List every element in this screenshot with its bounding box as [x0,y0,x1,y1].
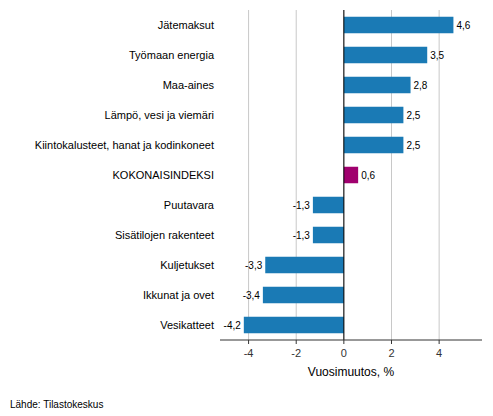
data-label: 0,6 [361,170,375,181]
category-label: Jätemaksut [158,19,214,31]
category-label: Työmaan energia [129,49,215,61]
category-label: Kuljetukset [160,259,214,271]
data-label: -3,3 [245,260,263,271]
data-labels: -4,2 -3,4 -3,3 -1,3 -1,3 0,6 2,5 2,5 2,8 3,5 4,6 [224,20,471,331]
x-tick-label: 4 [436,347,442,359]
x-tick [343,340,344,344]
category-label: Maa-aines [163,79,215,91]
zero-line [343,10,344,340]
x-axis [220,340,482,341]
data-label: -4,2 [224,320,242,331]
data-label: 3,5 [430,50,444,61]
data-label: -1,3 [293,200,311,211]
bar [344,167,358,184]
x-tick-label: -2 [291,347,301,359]
category-label: KOKONAISINDEKSI [113,169,214,181]
category-label: Puutavara [164,199,215,211]
x-ticks: -4 -2 0 2 4 [244,340,442,359]
source-note: Lähde: Tilastokeskus [10,399,103,410]
x-tick-label: 0 [341,347,347,359]
x-axis-label: Vuosimuutos, % [308,365,395,379]
category-label: Vesikatteet [160,319,214,331]
bar [244,317,344,334]
bar [344,17,454,34]
data-label: 4,6 [456,20,470,31]
x-tick-label: -4 [244,347,254,359]
bar [313,227,344,244]
category-label: Ikkunat ja ovet [143,289,214,301]
x-tick [439,340,440,344]
category-label: Sisätilojen rakenteet [115,229,214,241]
data-label: 2,5 [406,140,420,151]
grid-line [343,10,344,340]
category-labels: Vesikatteet Ikkunat ja ovet Kuljetukset Sis… [35,19,215,331]
chart: -4 -2 0 2 4 Vuosimuutos, % Vesikatteet Ikkunat … [0,0,493,416]
bar [344,107,404,124]
x-tick-label: 2 [388,347,394,359]
bar [313,197,344,214]
x-tick [391,340,392,344]
data-label: 2,8 [414,80,428,91]
category-label: Kiintokalusteet, hanat ja kodinkoneet [35,139,214,151]
bar [344,47,427,64]
data-label: 2,5 [406,110,420,121]
x-tick [248,340,249,344]
x-tick [296,340,297,344]
data-label: -1,3 [293,230,311,241]
bar [344,137,404,154]
bar [263,287,344,304]
bar [344,77,411,94]
data-label: -3,4 [243,290,261,301]
bars [244,17,454,334]
category-label: Lämpö, vesi ja viemäri [105,109,214,121]
bar [265,257,344,274]
grid [249,10,440,340]
